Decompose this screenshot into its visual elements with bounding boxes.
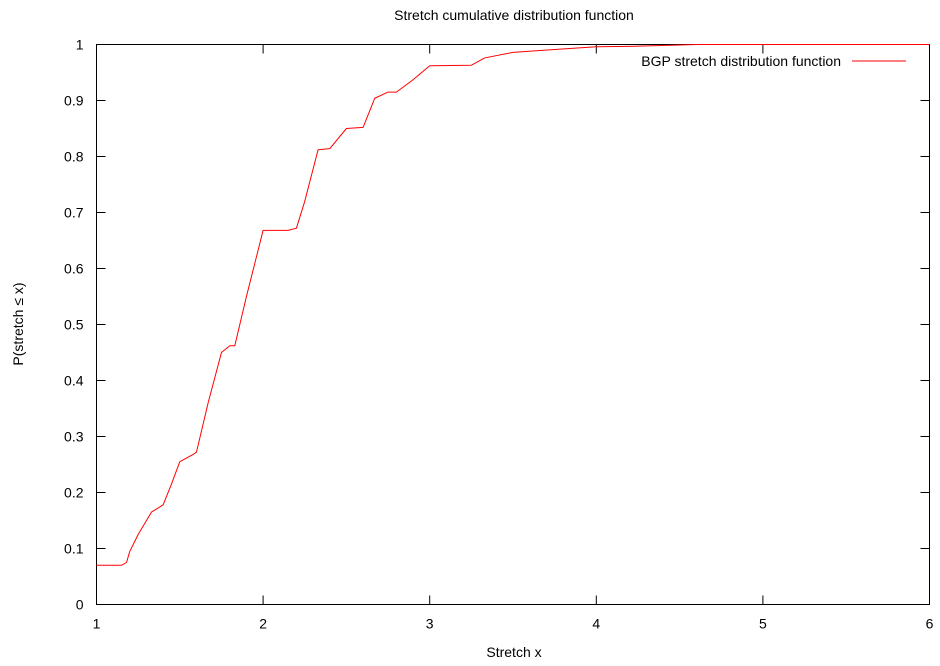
- y-tick-label-3: 0.3: [64, 429, 84, 445]
- y-tick-label-7: 0.7: [64, 205, 84, 221]
- x-tick-label-0: 1: [93, 616, 101, 632]
- x-tick-marks: [96, 44, 930, 605]
- x-tick-label-3: 4: [592, 616, 600, 632]
- y-tick-label-5: 0.5: [64, 317, 84, 333]
- y-axis-label: P(stretch ≤ x): [10, 282, 26, 365]
- y-tick-labels: 0 0.1 0.2 0.3 0.4 0.5 0.6 0.7 0.8 0.9 1: [64, 37, 84, 613]
- chart-title: Stretch cumulative distribution function: [394, 7, 634, 23]
- x-tick-label-5: 6: [926, 616, 934, 632]
- series-line-0: [96, 44, 930, 566]
- x-tick-labels: 1 2 3 4 5 6: [93, 616, 934, 632]
- y-tick-label-6: 0.6: [64, 261, 84, 277]
- x-tick-label-1: 2: [259, 616, 267, 632]
- x-axis-label: Stretch x: [486, 644, 541, 660]
- y-tick-marks: [96, 44, 930, 605]
- x-tick-label-2: 3: [426, 616, 434, 632]
- y-tick-label-10: 1: [76, 37, 84, 53]
- y-tick-label-8: 0.8: [64, 149, 84, 165]
- y-tick-label-1: 0.1: [64, 541, 84, 557]
- x-tick-label-4: 5: [759, 616, 767, 632]
- y-tick-label-0: 0: [76, 597, 84, 613]
- y-tick-label-9: 0.9: [64, 93, 84, 109]
- y-tick-label-2: 0.2: [64, 485, 84, 501]
- y-tick-label-4: 0.4: [64, 373, 84, 389]
- legend-label: BGP stretch distribution function: [641, 53, 841, 69]
- legend: BGP stretch distribution function: [641, 53, 906, 69]
- plot-frame: [96, 44, 930, 605]
- series-group: [96, 44, 930, 566]
